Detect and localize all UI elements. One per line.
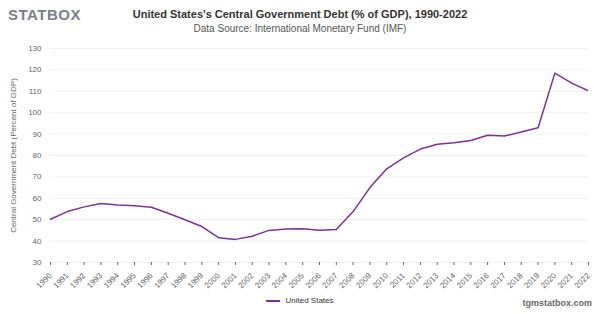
svg-text:2002: 2002 — [237, 271, 256, 290]
svg-text:2012: 2012 — [405, 271, 424, 290]
svg-text:2016: 2016 — [472, 271, 491, 290]
svg-text:1999: 1999 — [186, 271, 205, 290]
svg-text:1990: 1990 — [35, 271, 54, 290]
svg-text:2017: 2017 — [489, 271, 508, 290]
html-text:United States: United States — [285, 296, 334, 305]
svg-text:110: 110 — [29, 87, 42, 96]
svg-text:1997: 1997 — [152, 271, 171, 290]
svg-text:90: 90 — [33, 130, 42, 139]
svg-text:30: 30 — [33, 258, 42, 267]
svg-text:50: 50 — [33, 215, 42, 224]
svg-text:2013: 2013 — [421, 271, 440, 290]
svg-text:2014: 2014 — [438, 271, 457, 290]
svg-text:2007: 2007 — [321, 271, 340, 290]
svg-text:1996: 1996 — [136, 271, 155, 290]
svg-text:60: 60 — [33, 194, 42, 203]
svg-text:2015: 2015 — [455, 271, 474, 290]
html-text:Data Source: International Mon: Data Source: International Monetary Fund… — [193, 23, 407, 34]
svg-text:2010: 2010 — [371, 271, 390, 290]
svg-text:2022: 2022 — [573, 271, 592, 290]
svg-text:2018: 2018 — [506, 271, 525, 290]
svg-text:100: 100 — [28, 108, 42, 117]
svg-text:130: 130 — [28, 44, 42, 53]
svg-text:70: 70 — [33, 172, 42, 181]
svg-text:120: 120 — [28, 65, 42, 74]
svg-text:2008: 2008 — [337, 271, 356, 290]
svg-text:2000: 2000 — [203, 271, 222, 290]
svg-text:2020: 2020 — [539, 271, 558, 290]
svg-text:1991: 1991 — [52, 271, 71, 290]
svg-text:2019: 2019 — [522, 271, 541, 290]
svg-text:2021: 2021 — [556, 271, 575, 290]
svg-text:2009: 2009 — [354, 271, 373, 290]
svg-text:1998: 1998 — [169, 271, 188, 290]
html-text:United States's Central Govern: United States's Central Government Debt … — [132, 8, 468, 20]
svg-text:1992: 1992 — [68, 271, 87, 290]
svg-text:80: 80 — [33, 151, 42, 160]
svg-text:2001: 2001 — [220, 271, 239, 290]
svg-text:2004: 2004 — [270, 271, 289, 290]
svg-text:2005: 2005 — [287, 271, 306, 290]
svg-text:2011: 2011 — [388, 271, 407, 290]
html-text:tgmstatbox.com: tgmstatbox.com — [522, 298, 592, 308]
html-text:STATBOX: STATBOX — [8, 6, 81, 23]
svg-text:1995: 1995 — [119, 271, 138, 290]
svg-text:2006: 2006 — [304, 271, 323, 290]
svg-text:1993: 1993 — [85, 271, 104, 290]
svg-text:40: 40 — [33, 237, 42, 246]
svg-text:Central Government Debt (Perce: Central Government Debt (Percent of GDP) — [9, 78, 18, 233]
svg-text:2003: 2003 — [253, 271, 272, 290]
svg-text:1994: 1994 — [102, 271, 121, 290]
